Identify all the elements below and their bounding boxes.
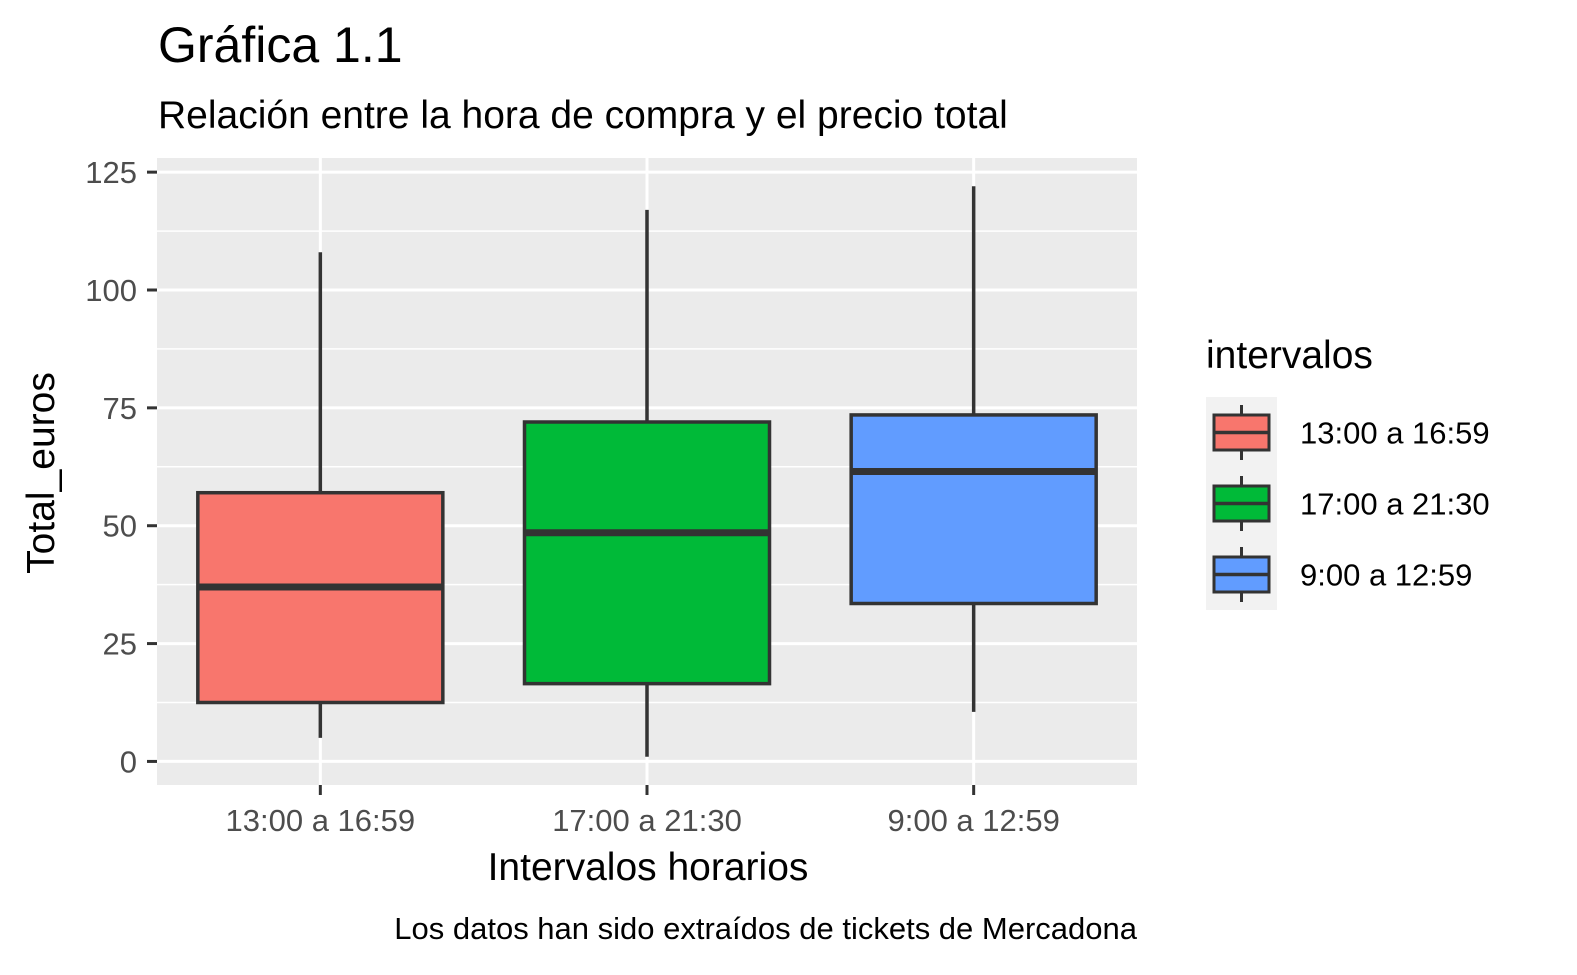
chart-caption: Los datos han sido extraídos de tickets … [394, 911, 1137, 946]
box-iqr [196, 490, 445, 705]
chart-subtitle: Relación entre la hora de compra y el pr… [158, 94, 1008, 137]
legend-title: intervalos [1206, 334, 1373, 377]
box-2 [522, 209, 772, 757]
x-tick-label: 9:00 a 12:59 [887, 803, 1059, 838]
x-axis-title: Intervalos horarios [488, 846, 809, 889]
y-axis-title: Total_euros [20, 372, 63, 574]
boxes [196, 186, 1098, 757]
y-tick-label: 125 [85, 155, 137, 190]
y-tick-label: 25 [103, 627, 137, 662]
legend-label: 9:00 a 12:59 [1300, 558, 1472, 593]
y-tick-label: 100 [85, 273, 137, 308]
x-tick-label: 17:00 a 21:30 [552, 803, 742, 838]
y-axis: 0 25 50 75 100 125 [85, 155, 157, 779]
y-tick-label: 0 [120, 744, 137, 779]
y-tick-label: 50 [103, 509, 137, 544]
legend-label: 17:00 a 21:30 [1300, 487, 1490, 522]
box-3 [849, 186, 1098, 712]
y-tick-label: 75 [103, 391, 137, 426]
legend: intervalos 13:00 a 16:59 17:00 a 21:30 9:0… [1206, 334, 1490, 610]
legend-item-1: 13:00 a 16:59 [1212, 405, 1490, 460]
box-1 [196, 252, 445, 738]
chart-title: Gráfica 1.1 [158, 17, 403, 73]
legend-item-3: 9:00 a 12:59 [1212, 547, 1472, 602]
legend-item-2: 17:00 a 21:30 [1212, 476, 1490, 531]
box-iqr [849, 413, 1098, 606]
x-axis: 13:00 a 16:59 17:00 a 21:30 9:00 a 12:59 [226, 785, 1060, 838]
box-iqr [522, 420, 772, 686]
x-tick-label: 13:00 a 16:59 [226, 803, 416, 838]
legend-label: 13:00 a 16:59 [1300, 416, 1490, 451]
